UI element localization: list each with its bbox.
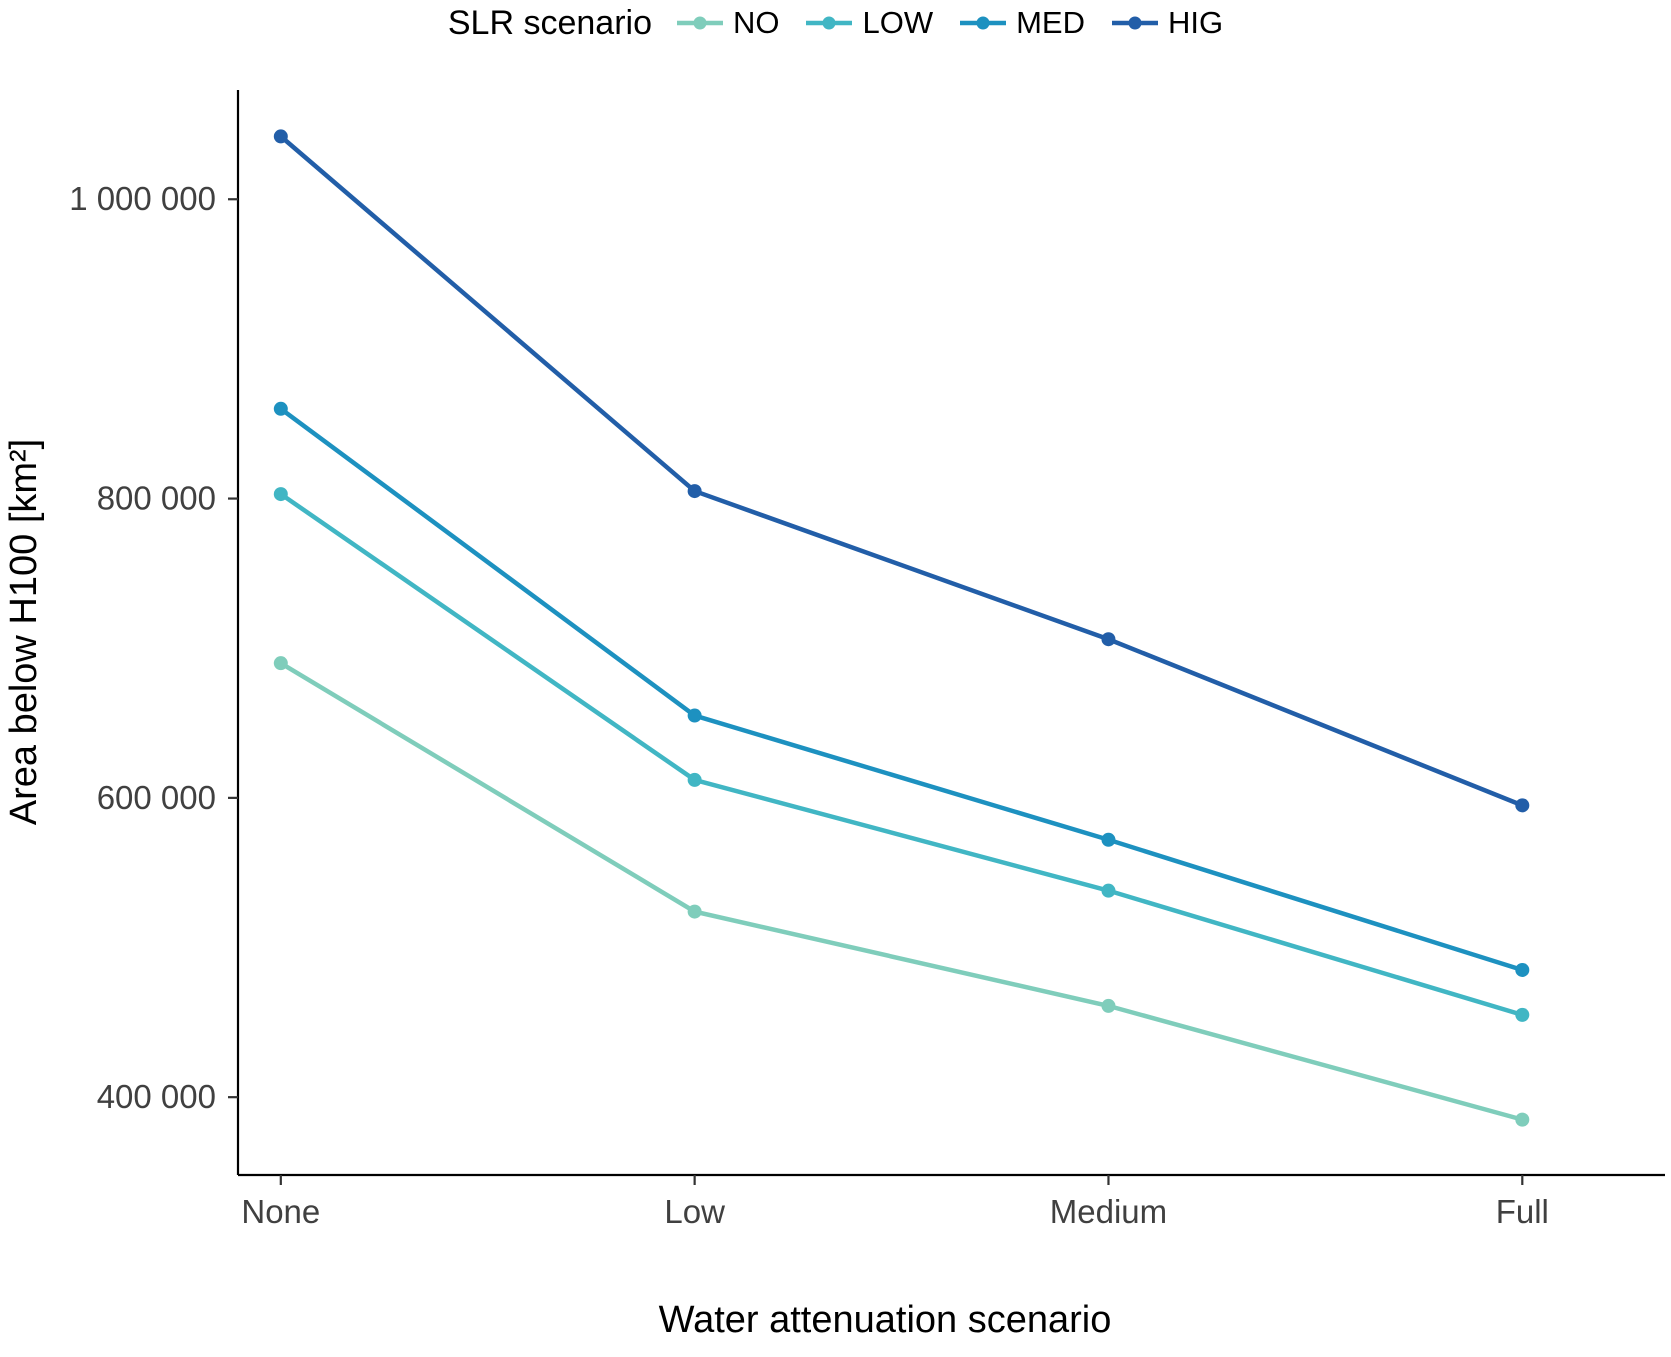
legend-entry-label: NO [732, 5, 780, 40]
x-tick-label: Medium [1050, 1193, 1167, 1230]
legend-entry-label: LOW [862, 5, 934, 40]
axes: 400 000 600 000 800 000 1 000 000 None Low Med… [69, 90, 1665, 1230]
data-point-low [1101, 883, 1116, 898]
y-tick-label: 800 000 [97, 480, 216, 517]
data-point-med [687, 708, 702, 723]
y-axis-title: Area below H100 [km²] [3, 439, 45, 826]
series-line-med [278, 406, 1525, 973]
data-point-hig [1515, 798, 1530, 813]
legend-entry-label: MED [1016, 5, 1085, 40]
data-point-no [1515, 1112, 1530, 1127]
data-point-med [1515, 962, 1530, 977]
x-tick-label: None [241, 1193, 320, 1230]
legend-key-dot [693, 16, 707, 30]
y-tick-label: 400 000 [97, 1078, 216, 1115]
legend-key-icon [1112, 16, 1158, 30]
x-tick-label: Low [664, 1193, 725, 1230]
legend-key-icon [806, 16, 853, 30]
data-point-hig [1101, 632, 1116, 647]
data-point-hig [687, 484, 702, 499]
x-tick-label: Full [1496, 1193, 1549, 1230]
x-axis-title: Water attenuation scenario [659, 1299, 1112, 1341]
legend-key-icon [676, 16, 723, 30]
series-layer [273, 129, 1530, 1127]
series-line-hig [278, 134, 1525, 808]
legend-entries: NO LOW MED HIG [676, 5, 1223, 41]
legend-entry-no: NO [676, 5, 780, 41]
legend-entry-low: LOW [805, 5, 933, 41]
y-tick-label: 1 000 000 [69, 180, 216, 217]
data-point-med [1101, 832, 1116, 847]
legend-key-dot [976, 16, 990, 30]
legend-key-dot [822, 16, 836, 30]
legend-entry-hig: HIG [1111, 5, 1223, 41]
series-line-low [278, 491, 1525, 1018]
legend-key-icon [960, 16, 1007, 30]
data-point-low [687, 772, 702, 787]
data-point-low [273, 487, 288, 502]
data-point-no [687, 904, 702, 919]
data-point-no [273, 656, 288, 671]
series-line-no [278, 660, 1525, 1122]
legend-title: SLR scenario [447, 3, 652, 42]
data-point-med [273, 401, 288, 416]
data-point-hig [273, 129, 288, 144]
legend-entry-label: HIG [1168, 5, 1224, 40]
legend-key-dot [1128, 16, 1142, 30]
legend-entry-med: MED [959, 5, 1085, 41]
data-point-low [1515, 1007, 1530, 1022]
chart-legend: SLR scenario NO LOW MED HIG [0, 0, 1671, 46]
data-point-no [1101, 998, 1116, 1013]
y-tick-label: 600 000 [97, 779, 216, 816]
